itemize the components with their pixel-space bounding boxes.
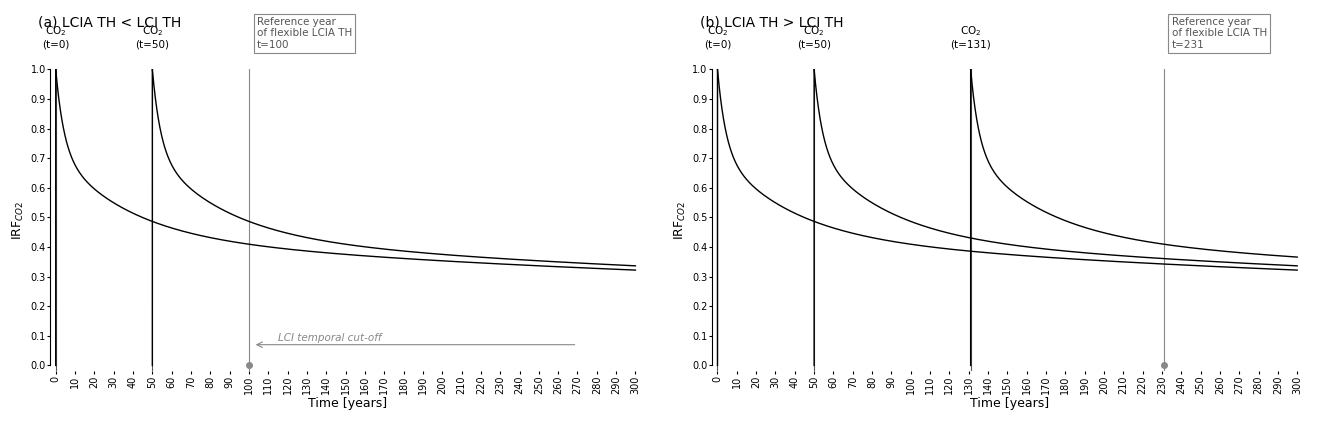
Text: (b) LCIA TH > LCI TH: (b) LCIA TH > LCI TH bbox=[700, 15, 844, 29]
Text: Reference year
of flexible LCIA TH
t=231: Reference year of flexible LCIA TH t=231 bbox=[1172, 17, 1267, 50]
Text: CO$_2$
(t=0): CO$_2$ (t=0) bbox=[42, 24, 70, 50]
Text: CO$_2$
(t=50): CO$_2$ (t=50) bbox=[136, 24, 169, 50]
Text: (a) LCIA TH < LCI TH: (a) LCIA TH < LCI TH bbox=[38, 15, 182, 29]
Text: LCI temporal cut-off: LCI temporal cut-off bbox=[278, 333, 381, 343]
Y-axis label: IRF$_{CO2}$: IRF$_{CO2}$ bbox=[11, 201, 26, 240]
X-axis label: Time [years]: Time [years] bbox=[308, 397, 387, 410]
Text: CO$_2$
(t=0): CO$_2$ (t=0) bbox=[704, 24, 731, 50]
Y-axis label: IRF$_{CO2}$: IRF$_{CO2}$ bbox=[673, 201, 688, 240]
Text: CO$_2$
(t=131): CO$_2$ (t=131) bbox=[950, 24, 991, 50]
Text: CO$_2$
(t=50): CO$_2$ (t=50) bbox=[797, 24, 832, 50]
X-axis label: Time [years]: Time [years] bbox=[970, 397, 1049, 410]
Text: Reference year
of flexible LCIA TH
t=100: Reference year of flexible LCIA TH t=100 bbox=[257, 17, 352, 50]
